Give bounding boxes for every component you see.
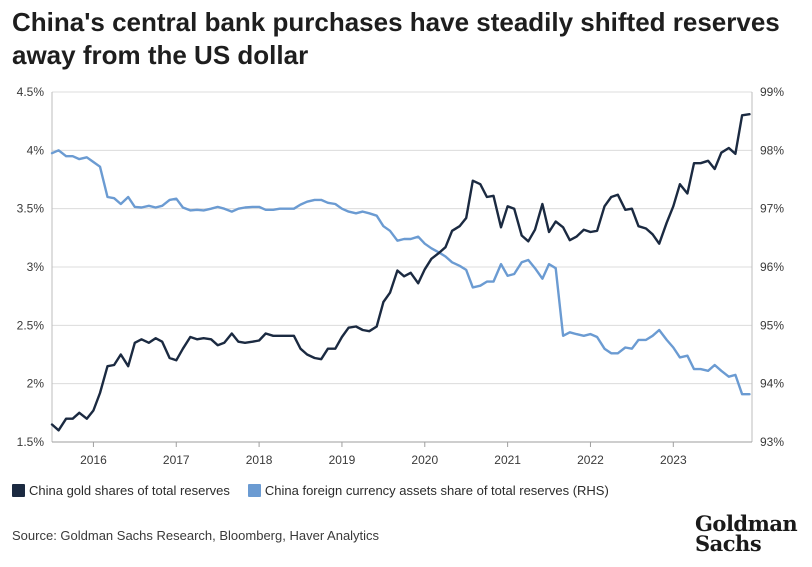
x-tick-label: 2016	[80, 453, 107, 467]
series-line-fx-share	[50, 149, 751, 396]
x-tick-label: 2017	[163, 453, 190, 467]
legend-label-fx: China foreign currency assets share of t…	[264, 483, 609, 498]
x-tick-label: 2020	[411, 453, 438, 467]
right-tick-label: 97%	[760, 202, 784, 216]
x-tick-label: 2023	[660, 453, 687, 467]
right-tick-label: 94%	[760, 377, 784, 391]
series-lines	[50, 113, 751, 432]
left-tick-label: 4.5%	[17, 85, 45, 99]
x-axis-ticks: 2016 2017 2018 2019 2020 2021 2022 2023	[80, 442, 687, 467]
left-tick-label: 4%	[27, 143, 45, 157]
right-tick-label: 99%	[760, 85, 784, 99]
left-tick-label: 3%	[27, 260, 45, 274]
right-tick-label: 96%	[760, 260, 784, 274]
right-tick-label: 93%	[760, 435, 784, 449]
legend-item-fx: China foreign currency assets share of t…	[247, 483, 609, 498]
left-tick-label: 3.5%	[17, 202, 45, 216]
logo-line-2: Sachs	[695, 531, 762, 556]
x-tick-label: 2022	[577, 453, 604, 467]
legend-swatch-gold	[12, 484, 25, 497]
legend-label-gold: China gold shares of total reserves	[29, 483, 230, 498]
x-tick-label: 2021	[494, 453, 521, 467]
gridlines	[51, 91, 753, 443]
legend-swatch-fx	[247, 484, 261, 497]
chart-title: China's central bank purchases have stea…	[12, 7, 780, 70]
legend-item-gold: China gold shares of total reserves	[12, 483, 230, 498]
left-axis-ticks: 1.5% 2% 2.5% 3% 3.5% 4% 4.5%	[17, 85, 45, 449]
goldman-sachs-logo: Goldman Sachs	[695, 511, 798, 556]
right-tick-label: 95%	[760, 318, 784, 332]
x-tick-label: 2018	[246, 453, 273, 467]
right-axis-ticks: 93% 94% 95% 96% 97% 98% 99%	[760, 85, 784, 449]
logo-line-1: Goldman	[695, 511, 798, 536]
left-tick-label: 2.5%	[17, 318, 45, 332]
legend: China gold shares of total reserves Chin…	[12, 483, 627, 498]
left-tick-label: 1.5%	[17, 435, 45, 449]
series-line-gold-share	[50, 113, 751, 432]
line-chart: 1.5% 2% 2.5% 3% 3.5% 4% 4.5% 93% 94% 95% 96% 97% 98…	[17, 85, 785, 467]
x-tick-label: 2019	[329, 453, 356, 467]
right-tick-label: 98%	[760, 143, 784, 157]
source-note: Source: Goldman Sachs Research, Bloomber…	[12, 528, 380, 543]
left-tick-label: 2%	[27, 377, 45, 391]
